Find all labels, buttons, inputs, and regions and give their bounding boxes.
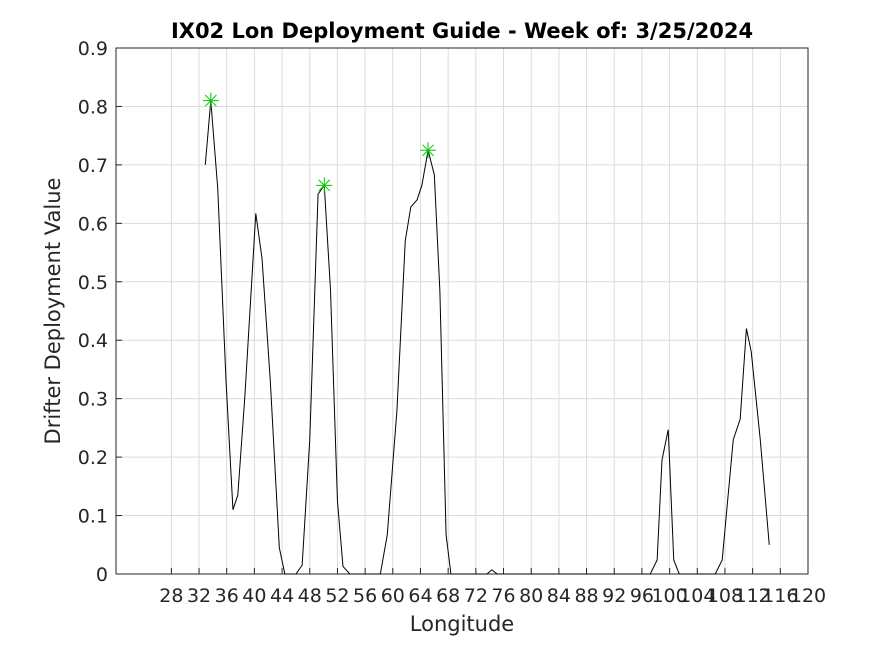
x-tick-label: 32 bbox=[187, 585, 211, 607]
chart-title: IX02 Lon Deployment Guide - Week of: 3/2… bbox=[171, 19, 753, 43]
y-tick-label: 0.6 bbox=[78, 213, 108, 235]
x-tick-label: 120 bbox=[790, 585, 826, 607]
x-tick-label: 60 bbox=[381, 585, 405, 607]
y-tick-label: 0.5 bbox=[78, 272, 108, 294]
peak-marker bbox=[420, 142, 437, 159]
x-tick-label: 68 bbox=[436, 585, 460, 607]
x-tick-label: 96 bbox=[630, 585, 654, 607]
x-tick-label: 48 bbox=[298, 585, 322, 607]
y-tick-label: 0.1 bbox=[78, 506, 108, 528]
x-tick-label: 100 bbox=[651, 585, 687, 607]
x-tick-label: 56 bbox=[353, 585, 377, 607]
x-tick-label: 112 bbox=[735, 585, 771, 607]
x-tick-label: 116 bbox=[762, 585, 798, 607]
x-tick-label: 44 bbox=[270, 585, 294, 607]
x-tick-label: 108 bbox=[707, 585, 743, 607]
x-tick-label: 84 bbox=[547, 585, 571, 607]
x-tick-label: 36 bbox=[215, 585, 239, 607]
x-tick-label: 92 bbox=[602, 585, 626, 607]
x-tick-label: 40 bbox=[242, 585, 266, 607]
data-line bbox=[204, 100, 770, 575]
y-tick-label: 0.7 bbox=[78, 155, 108, 177]
y-tick-label: 0.8 bbox=[78, 96, 108, 118]
x-tick-label: 104 bbox=[679, 585, 715, 607]
x-tick-label: 80 bbox=[519, 585, 543, 607]
plot-area bbox=[116, 48, 808, 574]
y-tick-label: 0.3 bbox=[78, 389, 108, 411]
x-tick-label: 72 bbox=[464, 585, 488, 607]
y-tick-label: 0 bbox=[96, 564, 108, 586]
x-tick-label: 76 bbox=[491, 585, 515, 607]
peak-marker bbox=[202, 92, 219, 109]
x-axis-label: Longitude bbox=[410, 612, 514, 636]
x-tick-label: 88 bbox=[574, 585, 598, 607]
y-tick-label: 0.2 bbox=[78, 447, 108, 469]
x-tick-label: 52 bbox=[325, 585, 349, 607]
x-tick-label: 28 bbox=[159, 585, 183, 607]
y-axis-label: Drifter Deployment Value bbox=[41, 178, 65, 445]
peak-marker bbox=[316, 177, 333, 194]
x-tick-label: 64 bbox=[408, 585, 432, 607]
y-tick-label: 0.4 bbox=[78, 330, 108, 352]
y-tick-label: 0.9 bbox=[78, 38, 108, 60]
